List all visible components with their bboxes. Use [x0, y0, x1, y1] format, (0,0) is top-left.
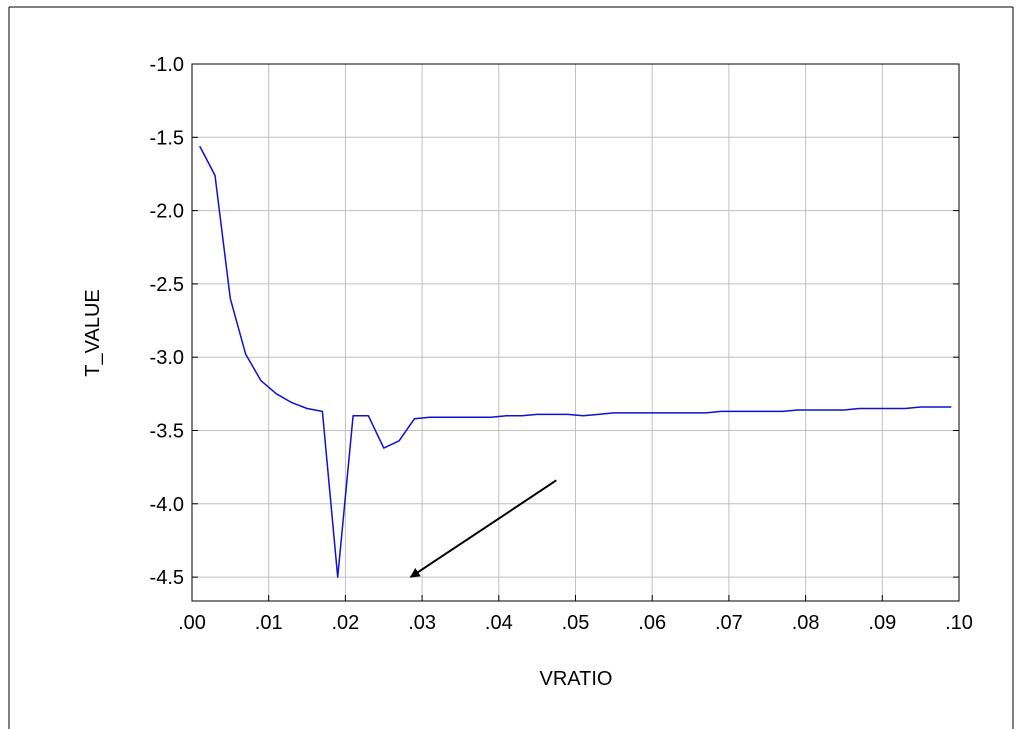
x-tick-label: .08 — [792, 612, 820, 634]
x-tick-label: .03 — [408, 612, 436, 634]
x-tick-label: .02 — [331, 612, 359, 634]
x-tick-label: .09 — [868, 612, 896, 634]
axes — [191, 63, 960, 602]
x-tick-labels: .00 .01 .02 .03 .04 .05 .06 .07 .08 .09 .10 — [178, 612, 973, 634]
y-axis-label: T_VALUE — [82, 289, 104, 376]
y-tick-label: -2.0 — [150, 201, 184, 223]
y-tick-label: -3.0 — [150, 347, 184, 369]
y-tick-label: -2.5 — [150, 274, 184, 296]
annotation-group — [409, 479, 557, 578]
x-tick-label: .01 — [255, 612, 283, 634]
series-line — [199, 145, 952, 578]
plot-area-border — [191, 63, 960, 602]
x-axis-label: VRATIO — [540, 668, 613, 690]
series-group — [199, 145, 952, 578]
x-tick-label: .04 — [485, 612, 513, 634]
y-tick-label: -3.5 — [150, 421, 184, 443]
x-tick-label: .10 — [945, 612, 973, 634]
y-tick-label: -4.0 — [150, 494, 184, 516]
grid-lines — [191, 63, 960, 601]
x-tick-label: .05 — [562, 612, 590, 634]
x-tick-label: .07 — [715, 612, 743, 634]
y-tick-label: -1.0 — [150, 54, 184, 76]
annotation-arrow — [409, 479, 557, 578]
x-tick-label: .00 — [178, 612, 206, 634]
x-tick-label: .06 — [638, 612, 666, 634]
y-tick-label: -1.5 — [150, 127, 184, 149]
y-tick-label: -4.5 — [150, 567, 184, 589]
y-tick-labels: -1.0 -1.5 -2.0 -2.5 -3.0 -3.5 -4.0 -4.5 — [150, 54, 184, 589]
